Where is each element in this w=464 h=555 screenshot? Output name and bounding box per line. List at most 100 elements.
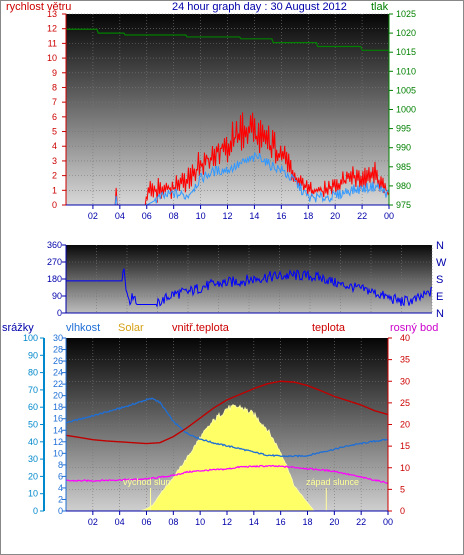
pressure-line [66, 28, 389, 51]
wind-x-tick-label: 06 [142, 211, 152, 221]
rain-y-tick-label: 20 [28, 471, 38, 481]
humidity-y-tick-label: 8 [58, 460, 63, 470]
dew-point-line [65, 464, 389, 485]
humidity-y-tick-label: 18 [53, 402, 63, 412]
wind-x-tick-label: 14 [249, 211, 259, 221]
wind-panel-axes: 02 04 06 08 10 12 14 16 18 20 22 000123456789101112… [47, 9, 416, 221]
humidity-line [65, 397, 389, 458]
temperature-y-tick-label: 35 [400, 355, 410, 365]
temperature-y-tick-label: 20 [400, 420, 410, 430]
direction-y-tick-label: 180 [47, 274, 62, 284]
humidity-y-tick-label: 0 [58, 506, 63, 516]
humidity-y-tick-label: 12 [53, 437, 63, 447]
temperature-y-tick-label: 15 [400, 441, 410, 451]
humidity-y-tick-label: 28 [53, 345, 63, 355]
chart-title: 24 hour graph day : 30 August 2012 [172, 1, 347, 13]
compass-label: S [436, 274, 443, 286]
direction-panel-series [66, 268, 433, 308]
wind-y-tick-label: 0 [52, 200, 57, 210]
direction-panel-grid [66, 245, 433, 313]
temperature-y-tick-label: 25 [400, 398, 410, 408]
direction-y-tick-label: 360 [47, 240, 62, 250]
humidity-y-tick-label: 24 [53, 368, 63, 378]
wind-x-tick-label: 16 [276, 211, 286, 221]
wind-y-tick-label: 3 [52, 156, 57, 166]
temperature-x-tick-label: 06 [141, 517, 151, 527]
wind-axis-title: rychlost větru [6, 1, 71, 13]
rain-y-tick-label: 90 [28, 350, 38, 360]
humidity-y-tick-label: 22 [53, 379, 63, 389]
wind-y-tick-label: 5 [52, 127, 57, 137]
wind-x-tick-label: 00 [384, 211, 394, 221]
wind-y-tick-label: 7 [52, 97, 57, 107]
temperature-legend: teplota [312, 322, 346, 334]
sunset-annotation: západ slunce [306, 477, 359, 487]
wind-x-tick-label: 10 [196, 211, 206, 221]
humidity-y-tick-label: 26 [53, 356, 63, 366]
temperature-x-tick-label: 00 [383, 517, 393, 527]
temperature-x-tick-label: 14 [249, 517, 259, 527]
wind-y-tick-label: 2 [52, 171, 57, 181]
solar-legend: Solar [118, 322, 144, 334]
wind-x-tick-label: 12 [222, 211, 232, 221]
pressure-y-tick-label: 980 [396, 181, 411, 191]
wind-y-tick-label: 9 [52, 68, 57, 78]
rain-axis-title: srážky [2, 322, 34, 334]
pressure-axis-title: tlak [371, 1, 389, 13]
wind-y-tick-label: 12 [47, 24, 57, 34]
rain-y-tick-label: 0 [33, 506, 38, 516]
humidity-legend: vlhkost [66, 322, 100, 334]
wind-y-tick-label: 11 [48, 38, 57, 48]
rain-y-tick-label: 50 [28, 420, 38, 430]
rain-y-tick-label: 40 [28, 437, 38, 447]
wind-y-tick-label: 10 [47, 53, 57, 63]
temperature-x-tick-label: 22 [356, 517, 366, 527]
temperature-x-tick-label: 08 [168, 517, 178, 527]
temperature-y-tick-label: 5 [400, 484, 405, 494]
sunrise-annotation: východ slun [123, 477, 171, 487]
compass-label: E [436, 291, 443, 303]
wind-y-tick-label: 6 [52, 112, 57, 122]
direction-y-tick-label: 0 [57, 308, 62, 318]
temperature-line [65, 380, 389, 445]
compass-label: N [436, 308, 444, 320]
temperature-y-tick-label: 30 [400, 376, 410, 386]
temperature-y-tick-label: 0 [400, 506, 405, 516]
humidity-y-tick-label: 30 [53, 333, 63, 343]
dew-point-legend: rosný bod [390, 322, 438, 334]
humidity-y-tick-label: 14 [53, 425, 63, 435]
temperature-x-tick-label: 12 [222, 517, 232, 527]
wind-x-tick-label: 02 [88, 211, 98, 221]
pressure-y-tick-label: 975 [396, 200, 411, 210]
temperature-y-tick-label: 40 [400, 333, 410, 343]
rain-y-tick-label: 100 [23, 333, 38, 343]
wind-y-tick-label: 4 [52, 141, 57, 151]
wind-x-tick-label: 22 [357, 211, 367, 221]
indoor-temperature-legend: vnitř.teplota [172, 322, 230, 334]
pressure-y-tick-label: 1010 [396, 66, 416, 76]
compass-label: W [436, 257, 447, 269]
rain-y-tick-label: 10 [28, 489, 38, 499]
temperature-x-tick-label: 16 [276, 517, 286, 527]
wind-y-tick-label: 13 [47, 9, 57, 19]
wind-x-tick-label: 08 [169, 211, 179, 221]
humidity-y-tick-label: 6 [58, 471, 63, 481]
pressure-y-tick-label: 1025 [396, 9, 416, 19]
pressure-y-tick-label: 990 [396, 143, 411, 153]
temperature-panel-axes: 0510152025303540010203040506070809010002… [23, 333, 410, 527]
temperature-x-tick-label: 02 [88, 517, 98, 527]
temperature-x-tick-label: 10 [195, 517, 205, 527]
wind-x-tick-label: 04 [115, 211, 125, 221]
pressure-y-tick-label: 1020 [396, 28, 416, 38]
direction-y-tick-label: 90 [52, 291, 62, 301]
wind-y-tick-label: 1 [52, 185, 57, 195]
wind-x-tick-label: 18 [303, 211, 313, 221]
temperature-x-tick-label: 18 [302, 517, 312, 527]
direction-y-tick-label: 270 [47, 257, 62, 267]
rain-y-tick-label: 30 [28, 454, 38, 464]
pressure-y-tick-label: 995 [396, 124, 411, 134]
humidity-y-tick-label: 16 [53, 414, 63, 424]
wind-x-tick-label: 20 [330, 211, 340, 221]
pressure-y-tick-label: 985 [396, 162, 411, 172]
